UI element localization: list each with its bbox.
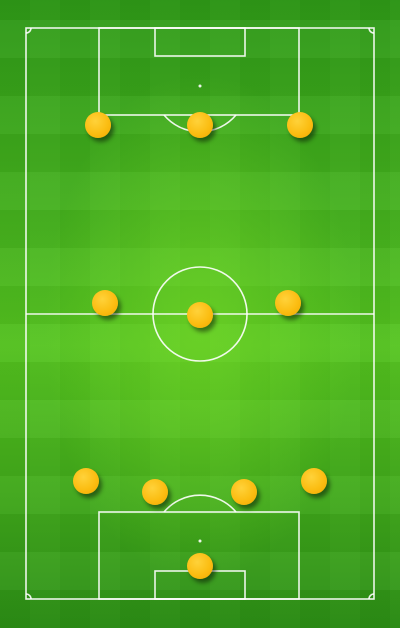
corner-arc-bottom-left (25, 593, 32, 600)
player-marker-defender-right[interactable] (301, 468, 327, 494)
top-goal-area (154, 27, 246, 57)
bottom-penalty-spot (198, 539, 202, 543)
player-marker-defender-center-right[interactable] (231, 479, 257, 505)
player-marker-forward-center[interactable] (187, 112, 213, 138)
player-marker-defender-left[interactable] (73, 468, 99, 494)
player-marker-forward-left[interactable] (85, 112, 111, 138)
player-marker-forward-right[interactable] (287, 112, 313, 138)
corner-arc-top-left (25, 27, 32, 34)
player-marker-midfielder-right[interactable] (275, 290, 301, 316)
player-marker-midfielder-left[interactable] (92, 290, 118, 316)
player-marker-goalkeeper[interactable] (187, 553, 213, 579)
corner-arc-top-right (368, 27, 375, 34)
top-penalty-area (98, 27, 300, 116)
bottom-penalty-arc (163, 494, 237, 513)
center-circle (152, 266, 248, 362)
player-marker-midfielder-center[interactable] (187, 302, 213, 328)
corner-arc-bottom-right (368, 593, 375, 600)
player-marker-defender-center-left[interactable] (142, 479, 168, 505)
top-penalty-spot (198, 84, 202, 88)
